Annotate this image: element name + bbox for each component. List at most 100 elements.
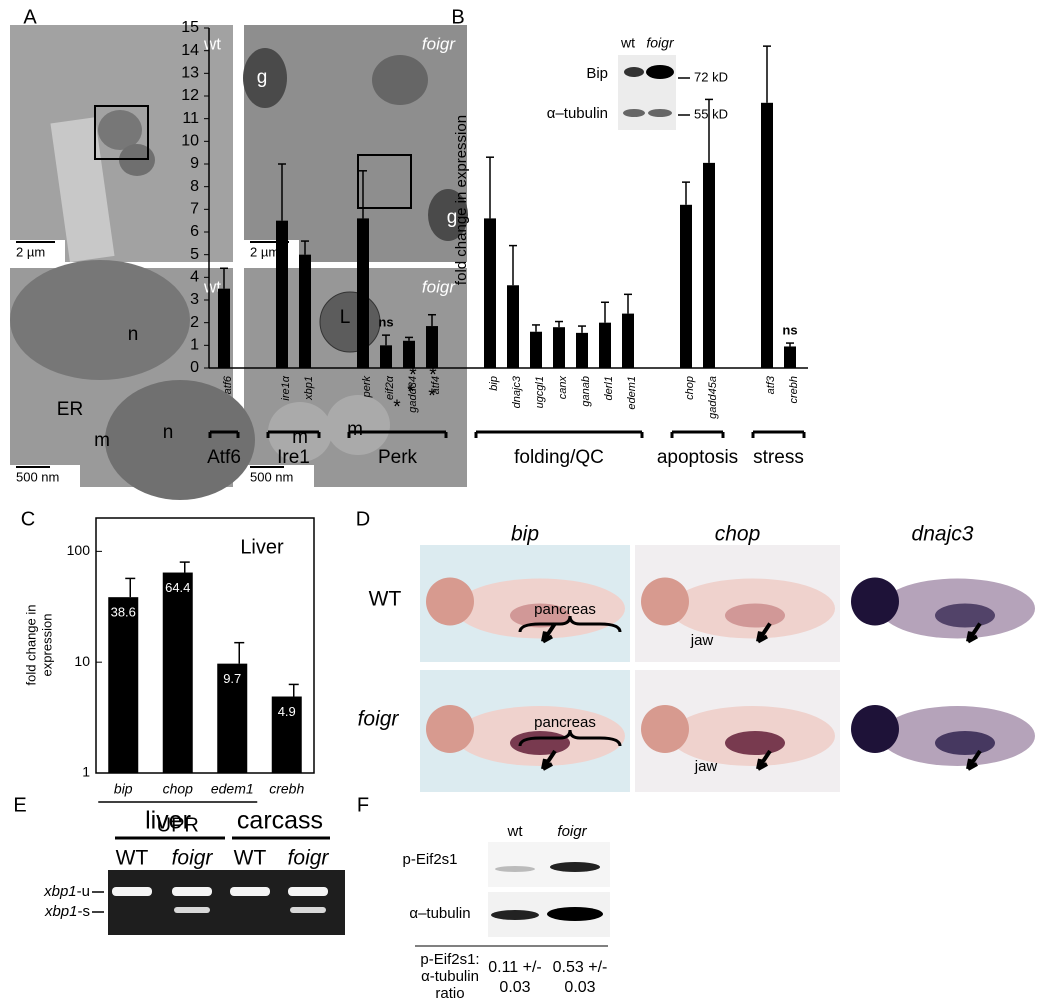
granule [243, 48, 287, 108]
band-suffix: -s [78, 903, 91, 920]
gene-name: xbp1 [44, 903, 78, 920]
band [646, 65, 674, 79]
bar [276, 220, 288, 368]
band [112, 887, 152, 896]
bar [703, 162, 715, 368]
stain [725, 603, 785, 628]
bar [426, 326, 438, 368]
ratio-value: 0.03 [564, 979, 595, 996]
y-axis-label: fold change in [23, 605, 38, 686]
row-label: α–tubulin [547, 105, 608, 122]
y-tick-label: 10 [74, 653, 90, 669]
anatomy-label: pancreas [534, 714, 596, 731]
x-tick-label: ganab [580, 376, 592, 407]
value-label: 4.9 [278, 704, 296, 719]
em-label: m [292, 427, 308, 448]
band [288, 887, 328, 896]
x-tick-label: atf4 [430, 376, 442, 394]
embryo-eye [641, 577, 689, 626]
group-label: carcass [237, 807, 323, 835]
scale-box [10, 240, 65, 262]
band [230, 887, 270, 896]
x-tick-label: crebh [269, 781, 304, 797]
lane-label: foigr [557, 823, 587, 840]
group-label: Atf6 [207, 447, 241, 468]
bar [218, 288, 230, 368]
panel-letter: C [21, 508, 35, 530]
embryo-eye [641, 705, 689, 753]
y-tick-label: 100 [67, 542, 91, 558]
group-label: Ire1 [277, 447, 310, 468]
embryo-eye [851, 705, 899, 753]
stain [510, 731, 570, 755]
bar [357, 218, 369, 368]
em-label: m [347, 419, 363, 440]
scale-label: 500 nm [16, 469, 59, 484]
arrow [966, 749, 982, 771]
x-tick-label: bip [114, 781, 133, 797]
row-label: Bip [586, 65, 608, 82]
column-title: dnajc3 [912, 523, 974, 546]
bar [530, 331, 542, 368]
x-tick-label: bip [488, 376, 500, 391]
x-tick-label: dnajc3 [511, 375, 523, 408]
bar [403, 340, 415, 368]
bar [507, 285, 519, 368]
stain [935, 603, 995, 628]
ratio-label: α-tubulin [421, 968, 479, 985]
x-tick-label: perk [361, 376, 373, 399]
y-tick-label: 14 [181, 42, 199, 59]
arrow [756, 749, 772, 771]
significance-note: ns [378, 315, 393, 330]
gene-name: xbp1 [43, 883, 77, 900]
y-tick-label: 8 [190, 178, 199, 195]
group-label: stress [753, 447, 804, 468]
stain [935, 731, 995, 755]
x-tick-label: atf6 [222, 375, 234, 394]
value-label: 9.7 [223, 671, 241, 686]
y-tick-label: 2 [190, 314, 199, 331]
x-tick-label: atf3 [765, 375, 777, 394]
bar [761, 102, 773, 369]
band-suffix: -u [77, 883, 90, 900]
em-label: * [428, 386, 436, 407]
band [174, 907, 210, 913]
genotype: wt [203, 34, 221, 53]
row-label: p-Eif2s1 [402, 851, 457, 868]
band [547, 907, 603, 921]
y-axis-label: fold change in expression [453, 115, 470, 285]
brace [518, 729, 622, 747]
scale-box [10, 465, 80, 487]
ratio-value: 0.03 [499, 979, 530, 996]
em-label: m [94, 430, 110, 451]
row-label: foigr [358, 708, 400, 731]
size-label: 72 kD [694, 69, 728, 84]
bar [553, 327, 565, 368]
size-label: 55 kD [694, 106, 728, 121]
x-tick-label: gadd45a [707, 376, 719, 419]
lane-label: foigr [288, 847, 330, 870]
x-tick-label: ire1α [280, 375, 292, 400]
y-tick-label: 13 [181, 65, 199, 82]
em-label: ER [57, 399, 83, 420]
bar [784, 346, 796, 368]
panel-letter: D [356, 508, 370, 530]
x-tick-label: ugcgl1 [534, 376, 546, 408]
lane-label: WT [234, 847, 267, 870]
x-tick-label: chop [684, 376, 696, 400]
ratio-label: ratio [435, 985, 464, 1002]
em-label: g [447, 207, 458, 228]
x-tick-label: canx [557, 376, 569, 400]
bar [484, 218, 496, 368]
plot-frame [95, 517, 315, 774]
lane-label: wt [507, 823, 524, 840]
ratio-value: 0.53 +/- [553, 959, 608, 976]
embryo-eye [426, 705, 474, 753]
ratio-label: p-Eif2s1: [420, 951, 479, 968]
y-tick-label: 5 [190, 246, 199, 263]
bar [217, 663, 248, 773]
y-tick-label: 6 [190, 223, 199, 240]
x-tick-label: edem1 [626, 376, 638, 410]
column-title: chop [715, 523, 761, 546]
